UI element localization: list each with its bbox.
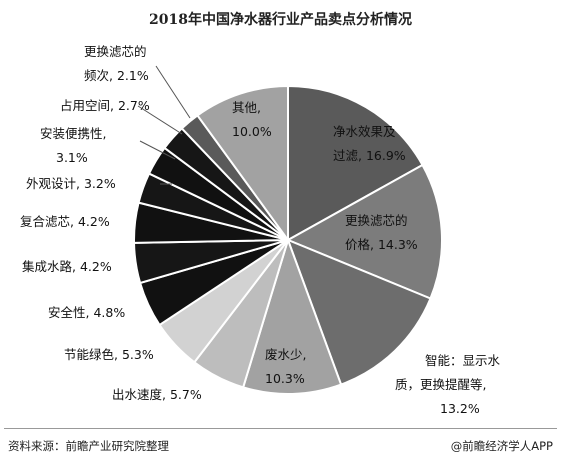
pie-slices <box>133 84 443 395</box>
slice-label-13: 更换滤芯的频次, 2.1% <box>84 44 149 83</box>
pie-slice-14 <box>196 84 289 244</box>
slice-label-10: 外观设计, 3.2% <box>26 176 116 191</box>
slice-label-3: 智能：显示水质，更换提醒等, 13.2% <box>395 353 501 416</box>
slice-label-12: 占用空间, 2.7% <box>60 98 150 113</box>
slice-label-5: 出水速度, 5.7% <box>112 387 202 402</box>
pie-slice-3 <box>286 238 432 386</box>
slice-label-4: 废水少, 10.3% <box>265 347 306 386</box>
slice-label-1: 净水效果及过滤, 16.9% <box>333 124 406 163</box>
leader-line-11 <box>139 140 176 160</box>
pie-slice-2 <box>285 163 443 300</box>
leader-line-13 <box>155 65 191 119</box>
slice-label-6: 节能绿色, 5.3% <box>64 347 154 362</box>
leader-lines <box>137 65 191 185</box>
slice-label-11: 安装便携性, 3.1% <box>40 126 106 165</box>
slice-label-9: 复合滤芯, 4.2% <box>20 214 110 229</box>
slice-label-8: 集成水路, 4.2% <box>22 259 112 274</box>
source-note: 资料来源：前瞻产业研究院整理 <box>8 439 169 453</box>
chart-title: 2018年中国净水器行业产品卖点分析情况 <box>149 12 412 28</box>
slice-label-14: 其他, 10.0% <box>232 100 272 139</box>
footer-divider <box>4 428 557 429</box>
slice-label-2: 更换滤芯的价格, 14.3% <box>345 213 418 252</box>
slice-labels: 净水效果及过滤, 16.9% 更换滤芯的价格, 14.3% 智能：显示水质，更换提醒… <box>20 44 501 416</box>
pie-slice-4 <box>241 236 343 395</box>
credit-note: @前瞻经济学人APP <box>450 439 553 453</box>
pie-slice-1 <box>287 84 424 242</box>
slice-label-7: 安全性, 4.8% <box>48 305 125 320</box>
leader-line-12 <box>137 105 183 135</box>
